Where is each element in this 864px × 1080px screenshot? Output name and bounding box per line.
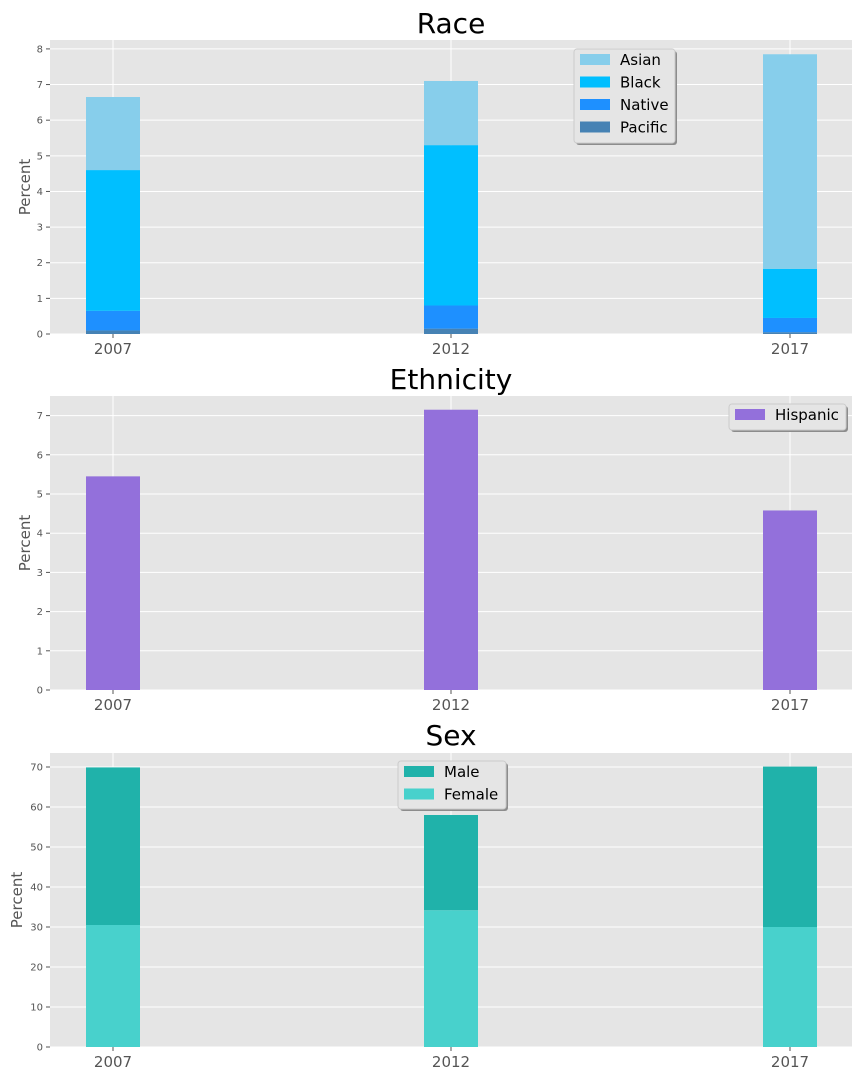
legend-label-pacific: Pacific	[620, 119, 668, 137]
legend-label-asian: Asian	[620, 51, 661, 69]
y-tick-label: 0	[37, 1043, 43, 1054]
bar-native-2017	[763, 317, 817, 333]
bar-native-2007	[86, 310, 140, 331]
bar-hispanic-2012	[424, 409, 478, 690]
y-axis-label: Percent	[16, 515, 34, 572]
x-tick-label: 2017	[771, 696, 809, 714]
bar-male-2007	[86, 767, 140, 925]
legend: Asian Black Native Pacific	[573, 48, 677, 145]
y-tick-label: 5	[37, 151, 43, 162]
x-tick-label: 2012	[432, 340, 470, 358]
chart-title: Ethnicity	[390, 363, 513, 396]
legend-swatch-female	[404, 788, 434, 800]
y-tick-label: 1	[37, 646, 43, 657]
chart-panel-sex: 0 10 20 30 40 50 60 70 2007 2012 2017 Sex Percent Mal…	[8, 719, 852, 1071]
legend-box	[573, 48, 676, 144]
bar-black-2007	[86, 170, 140, 311]
legend-swatch-native	[580, 99, 610, 110]
y-tick-label: 30	[30, 923, 43, 934]
x-tick-label: 2007	[94, 340, 132, 358]
bar-hispanic-2007	[86, 476, 140, 690]
y-tick-label: 3	[37, 568, 43, 579]
legend-swatch-asian	[580, 54, 610, 65]
y-tick-label: 3	[37, 223, 43, 234]
legend-label-male: Male	[444, 763, 480, 781]
x-tick-label: 2017	[771, 340, 809, 358]
bar-pacific-2012	[424, 328, 478, 334]
y-tick-label: 7	[37, 80, 43, 91]
y-tick-label: 20	[30, 963, 43, 974]
legend: Male Female	[397, 760, 508, 811]
legend-label-black: Black	[620, 74, 661, 92]
x-tick-label: 2012	[432, 696, 470, 714]
bar-pacific-2007	[86, 330, 140, 334]
y-tick-label: 40	[30, 883, 43, 894]
y-tick-label: 60	[30, 803, 43, 814]
bar-native-2012	[424, 305, 478, 329]
chart-panel-ethnicity: 0 1 2 3 4 5 6 7 2007 2012 2017 Ethnicity Percent Hisp…	[16, 363, 852, 714]
y-tick-label: 4	[37, 529, 43, 540]
chart-panel-race: 0 1 2 3 4 5 6 7 8 2007 2012 2017 Race Percent Asian Bla…	[16, 7, 852, 358]
y-tick-label: 70	[30, 763, 43, 774]
bar-female-2012	[424, 910, 478, 1047]
chart-title: Race	[417, 7, 486, 40]
y-axis-label: Percent	[16, 159, 34, 216]
legend-swatch-pacific	[580, 121, 610, 133]
y-axis-label: Percent	[8, 872, 26, 929]
y-tick-label: 7	[37, 411, 43, 422]
legend-swatch-male	[404, 766, 434, 777]
y-tick-label: 8	[37, 44, 43, 55]
x-tick-label: 2017	[771, 1053, 809, 1071]
bar-asian-2007	[86, 97, 140, 171]
y-tick-label: 2	[37, 607, 43, 618]
y-tick-label: 0	[37, 330, 43, 341]
y-tick-label: 2	[37, 258, 43, 269]
y-tick-label: 4	[37, 187, 43, 198]
bar-pacific-2017	[763, 332, 817, 334]
bar-female-2007	[86, 925, 140, 1047]
bar-asian-2012	[424, 80, 478, 146]
x-tick-label: 2007	[94, 1053, 132, 1071]
legend-swatch-hispanic	[735, 409, 765, 420]
chart-title: Sex	[425, 719, 476, 752]
bar-male-2017	[763, 766, 817, 927]
y-tick-label: 50	[30, 843, 43, 854]
y-tick-label: 10	[30, 1003, 43, 1014]
y-tick-label: 0	[37, 686, 43, 697]
legend-label-female: Female	[444, 786, 498, 804]
bar-black-2012	[424, 145, 478, 306]
y-tick-label: 5	[37, 490, 43, 501]
bar-asian-2017	[763, 54, 817, 269]
bar-black-2017	[763, 268, 817, 318]
legend-swatch-black	[580, 76, 610, 88]
y-tick-label: 6	[37, 450, 43, 461]
x-tick-label: 2012	[432, 1053, 470, 1071]
legend-label-hispanic: Hispanic	[775, 406, 839, 424]
bar-male-2012	[424, 815, 478, 911]
bar-female-2017	[763, 927, 817, 1047]
x-tick-label: 2007	[94, 696, 132, 714]
legend: Hispanic	[728, 403, 848, 432]
bar-hispanic-2017	[763, 510, 817, 690]
y-tick-label: 1	[37, 294, 43, 305]
y-tick-label: 6	[37, 116, 43, 127]
legend-label-native: Native	[620, 96, 669, 114]
